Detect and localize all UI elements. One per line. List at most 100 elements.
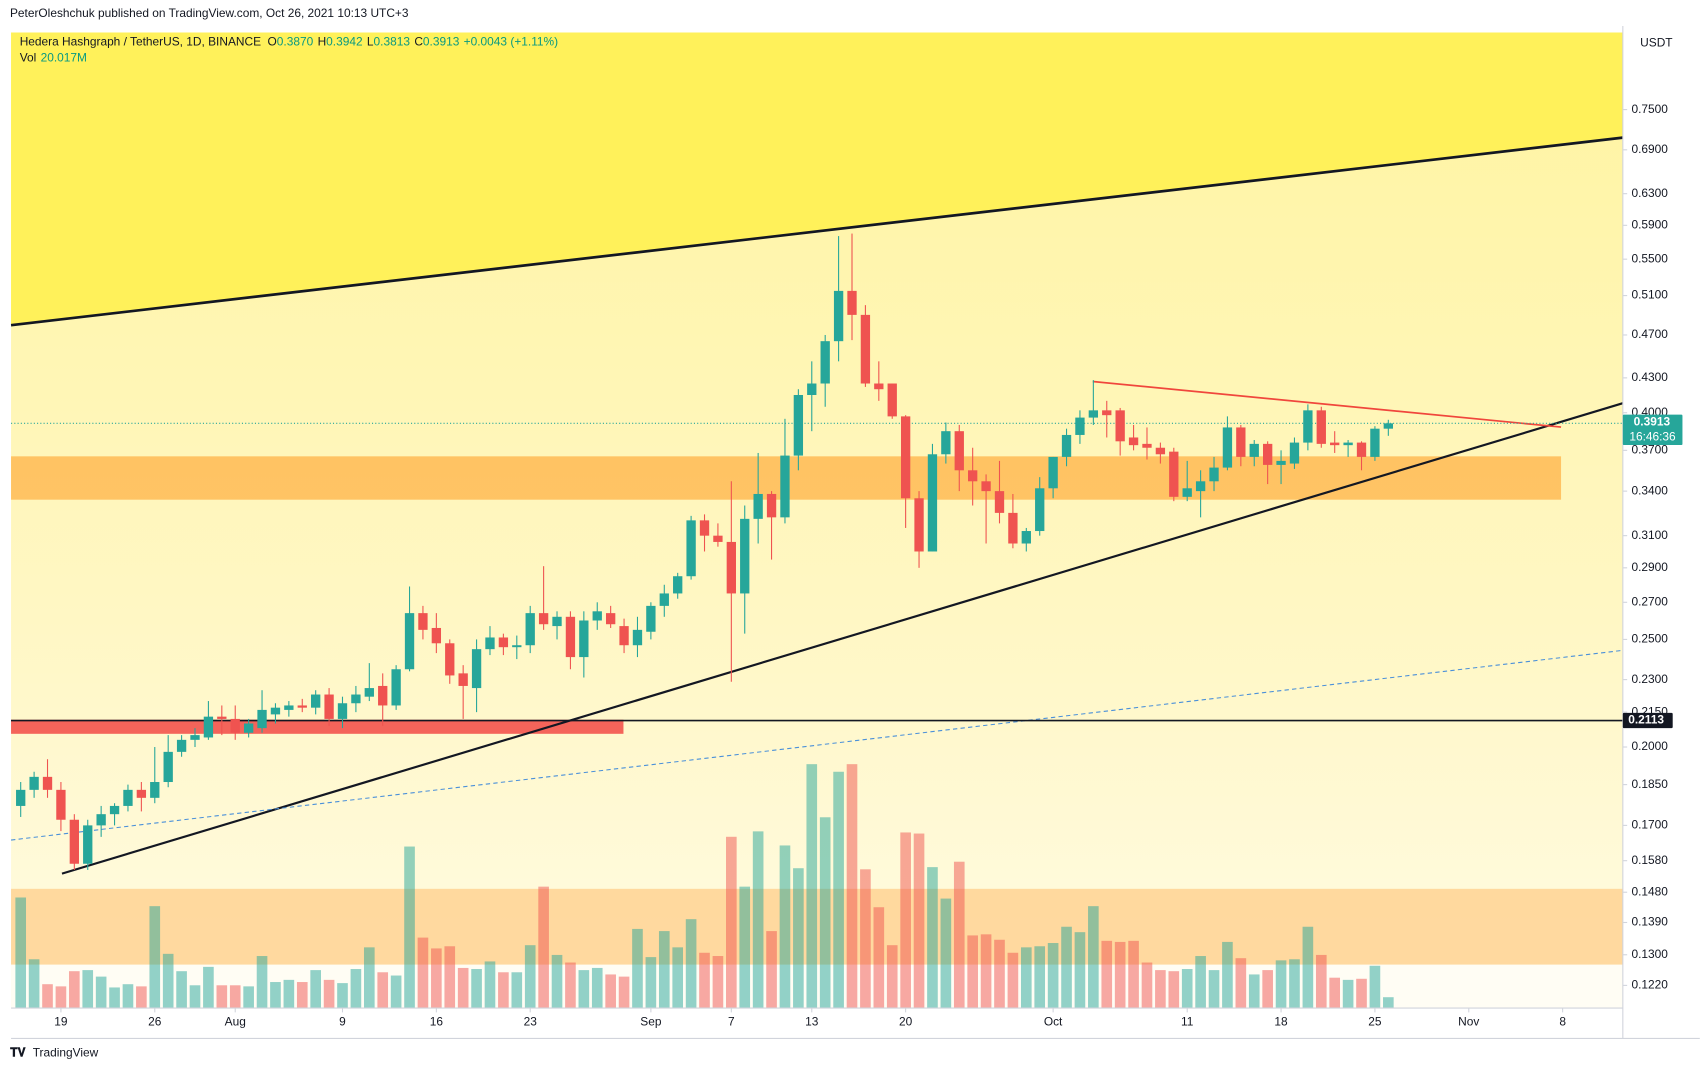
volume-bar — [1383, 997, 1394, 1009]
volume-bar — [752, 831, 764, 1009]
y-tick-label: 0.3100 — [1632, 528, 1669, 542]
y-tick-label: 0.1480 — [1632, 884, 1669, 898]
candle-body — [230, 718, 240, 733]
volume-value: 20.017M — [41, 51, 87, 65]
volume-bar — [699, 952, 710, 1009]
volume-bar — [1329, 977, 1341, 1009]
x-tick-label: Oct — [1044, 1014, 1063, 1028]
candle-body — [29, 776, 39, 790]
volume-bar — [1275, 960, 1287, 1009]
candle-body — [686, 520, 696, 577]
volume-bar — [243, 986, 254, 1009]
volume-bar — [189, 985, 201, 1009]
volume-bar — [310, 970, 321, 1009]
candle-body — [1048, 456, 1058, 489]
candle-body — [42, 776, 53, 790]
ohlc-value: 0.3942 — [326, 34, 363, 48]
volume-bar — [149, 906, 161, 1009]
volume-bar — [873, 907, 885, 1009]
volume-bar — [1181, 969, 1193, 1009]
candle-body — [605, 613, 616, 625]
volume-bar — [136, 986, 147, 1009]
candle-body — [69, 819, 79, 864]
countdown: 16:46:36 — [1629, 430, 1676, 444]
volume-bar — [578, 970, 590, 1009]
volume-bar — [55, 986, 67, 1009]
volume-bar — [927, 867, 938, 1009]
candle-body — [1222, 427, 1233, 468]
volume-bar — [377, 972, 389, 1009]
volume-bar — [994, 939, 1005, 1009]
volume-bar — [256, 956, 268, 1009]
candle-body — [753, 493, 763, 519]
candle-body — [1195, 481, 1206, 492]
x-tick-label: 16 — [430, 1014, 444, 1028]
candle-body — [793, 394, 804, 456]
x-tick-label: 13 — [805, 1014, 819, 1028]
y-tick-label: 0.3700 — [1632, 443, 1669, 457]
volume-bar — [726, 836, 737, 1009]
ohlc-value: 0.3870 — [277, 34, 314, 48]
x-tick-label: 20 — [899, 1014, 913, 1028]
volume-bar — [363, 947, 375, 1009]
volume-bar — [484, 961, 496, 1009]
candle-body — [900, 416, 911, 499]
candle-body — [833, 290, 844, 342]
volume-bar — [1248, 974, 1260, 1009]
y-tick-label: 0.1580 — [1632, 853, 1669, 867]
volume-bar — [1088, 906, 1099, 1009]
candle-body — [726, 541, 736, 594]
volume-bar — [1128, 940, 1139, 1009]
volume-bar — [1007, 952, 1019, 1009]
volume-bar — [15, 897, 27, 1009]
candle-body — [1343, 442, 1353, 446]
candle-body — [699, 520, 710, 536]
volume-bar — [524, 945, 536, 1009]
level-layer — [11, 422, 1623, 722]
candle-body — [404, 613, 415, 670]
y-tick-label: 0.5500 — [1632, 251, 1669, 265]
candle-body — [431, 627, 442, 644]
candle-body — [324, 694, 334, 719]
candle-body — [1236, 427, 1246, 457]
volume-bar — [672, 947, 684, 1009]
volume-bar — [565, 962, 576, 1009]
candle-body — [914, 498, 924, 552]
candle-body — [176, 739, 187, 752]
volume-bar — [1074, 932, 1086, 1009]
volume-bar — [1315, 954, 1327, 1009]
dashed-trendline — [10, 649, 1623, 841]
candle-body — [565, 616, 576, 658]
y-tick-label: 0.4300 — [1632, 370, 1669, 384]
candle-body — [673, 576, 683, 594]
volume-bar — [1235, 958, 1247, 1009]
volume-bar — [471, 969, 482, 1009]
candle-body — [740, 518, 750, 594]
volume-bar — [109, 987, 120, 1009]
candle-body — [968, 470, 978, 482]
candle-body — [766, 493, 777, 518]
y-tick-label: 0.2000 — [1632, 739, 1669, 753]
volume-bar — [229, 985, 241, 1009]
candle-body — [1356, 442, 1367, 457]
candle-body — [1276, 460, 1286, 465]
candle-body — [1061, 434, 1072, 457]
candle-body — [217, 716, 227, 719]
y-tick-label: 0.1700 — [1632, 818, 1669, 832]
volume-label: Vol — [20, 51, 37, 65]
last-price-bg — [1622, 414, 1683, 446]
candle-body — [525, 613, 535, 646]
x-tick-label: 7 — [728, 1014, 735, 1028]
candle-body — [56, 789, 66, 820]
x-tick-label: 8 — [1559, 1014, 1566, 1028]
volume-bar — [591, 967, 603, 1009]
ohlc-key: C — [414, 34, 423, 48]
candle-body — [619, 626, 629, 646]
candle-body — [1075, 417, 1085, 435]
candle-body — [163, 751, 173, 783]
volume-bar — [1047, 943, 1059, 1009]
candle-body — [1021, 531, 1031, 544]
brand: TradingView — [33, 1046, 99, 1060]
volume-bar — [846, 764, 858, 1009]
